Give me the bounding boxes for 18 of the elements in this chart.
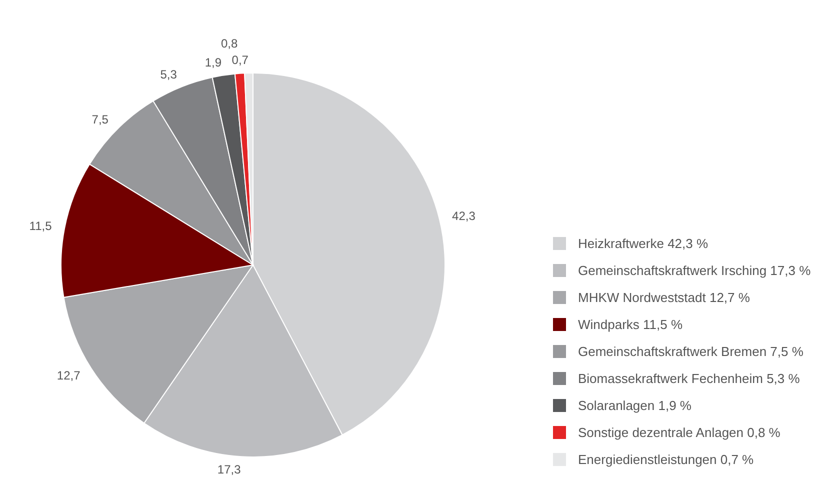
data-label: 17,3 [217,462,242,477]
data-label: 0,8 [220,36,238,51]
data-label: 0,7 [232,53,249,68]
legend-label: MHKW Nordweststadt 12,7 % [578,290,750,305]
legend-label: Heizkraftwerke 42,3 % [578,236,708,251]
data-label: 11,5 [29,218,52,233]
legend-label: Gemeinschaftskraftwerk Bremen 7,5 % [578,344,804,359]
legend-label: Biomassekraftwerk Fechenheim 5,3 % [578,371,800,386]
legend-label: Solaranlagen 1,9 % [578,398,692,413]
legend-label: Gemeinschaftskraftwerk Irsching 17,3 % [578,263,811,278]
legend-label: Windparks 11,5 % [578,317,683,332]
data-label: 5,3 [160,68,178,82]
data-label: 42,3 [452,208,476,223]
data-label: 1,9 [204,55,222,70]
legend-label: Sonstige dezentrale Anlagen 0,8 % [578,425,780,440]
data-label: 12,7 [56,368,81,382]
legend-label: Energiedienstleistungen 0,7 % [578,452,754,467]
data-label: 7,5 [92,112,109,127]
